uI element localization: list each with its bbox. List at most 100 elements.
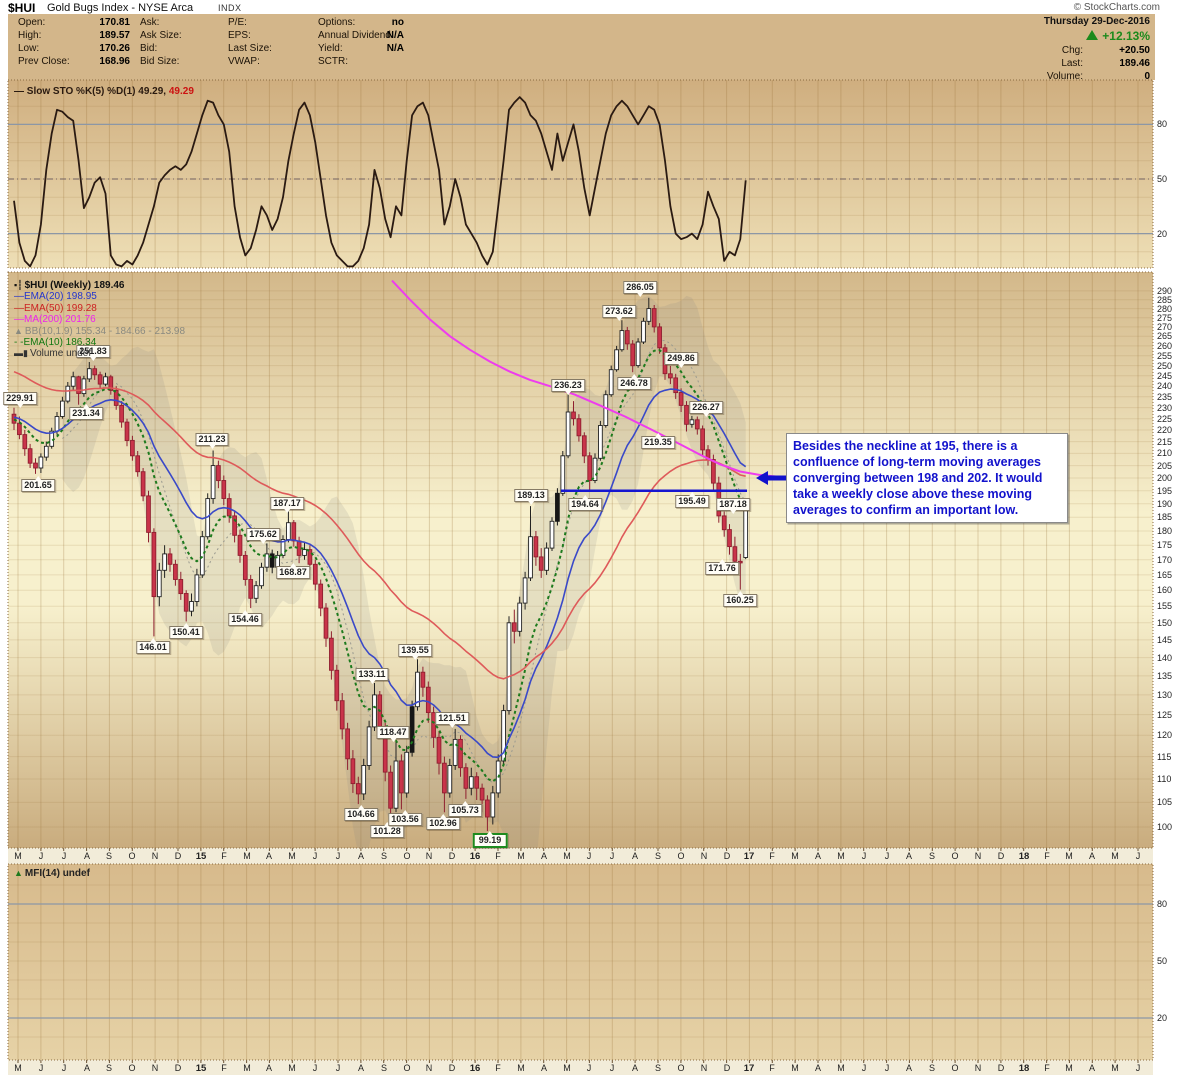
candle-body <box>92 368 98 376</box>
left-arrow-icon <box>756 471 768 485</box>
candle-body <box>555 492 560 522</box>
title-bar: $HUI Gold Bugs Index - NYSE Arca INDX © … <box>0 0 1200 15</box>
candle-body <box>463 767 469 789</box>
candle-body <box>619 330 625 351</box>
candle-body <box>565 411 571 457</box>
sto-indicator-label: — Slow STO %K(5) %D(1) 49.29, 49.29 <box>14 86 194 97</box>
candle-body <box>86 368 92 380</box>
candle-body <box>684 404 689 425</box>
candle-body <box>76 376 81 394</box>
quote-field-label: Open: <box>18 17 46 28</box>
candle-body <box>232 515 237 536</box>
candle-body <box>420 671 426 688</box>
quote-field-label: High: <box>18 30 42 41</box>
quote-right-label: Last: <box>1061 58 1083 69</box>
candle-body <box>97 374 103 385</box>
candle-body <box>452 738 458 766</box>
quote-field-value: N/A <box>386 30 404 41</box>
candle-body <box>334 669 340 702</box>
candle-body <box>183 593 189 612</box>
candle-body <box>323 607 329 639</box>
quote-field-label: Yield: <box>318 43 343 54</box>
quote-right-label: Volume: <box>1046 71 1083 82</box>
candle-body <box>630 343 636 367</box>
quote-field-value: 170.26 <box>99 43 130 54</box>
candle-body <box>264 553 270 568</box>
candle-body <box>156 569 162 598</box>
candle-body <box>624 330 630 345</box>
candle-body <box>641 320 646 343</box>
candle-body <box>576 418 582 437</box>
candle-body <box>544 547 549 571</box>
candle-body <box>259 566 264 587</box>
candle-body <box>269 553 275 568</box>
candle-body <box>33 462 38 469</box>
candle-body <box>646 308 652 322</box>
candle-body <box>511 622 517 632</box>
candle-body <box>635 341 641 367</box>
candle-body <box>447 765 453 794</box>
quote-field-label: P/E: <box>228 17 247 28</box>
candle-body <box>291 522 297 542</box>
candle-body <box>366 726 372 766</box>
candle-body <box>242 554 248 580</box>
candle-body <box>199 536 205 576</box>
candle-body <box>173 563 178 580</box>
quote-field-label: SCTR: <box>318 56 348 67</box>
legend-ema50: EMA(50) 199.28 <box>24 302 97 314</box>
candle-body <box>409 706 415 753</box>
candle-body <box>528 536 533 579</box>
candle-body <box>296 540 302 556</box>
candle-body <box>485 799 490 818</box>
analyst-annotation: Besides the neckline at 195, there is a … <box>786 433 1068 523</box>
quote-field-value: N/A <box>386 43 404 54</box>
candle-body <box>393 760 399 809</box>
candle-body <box>194 574 200 602</box>
candle-body <box>162 553 167 571</box>
candle-body <box>248 579 254 599</box>
candle-body <box>560 455 566 494</box>
candle-body <box>592 457 598 481</box>
candle-body <box>517 602 523 632</box>
candle-body <box>108 376 114 391</box>
quote-field-value: 170.81 <box>99 17 130 28</box>
candle-body <box>350 758 356 785</box>
legend-volume: Volume undef <box>29 348 92 360</box>
candle-body <box>135 455 141 473</box>
quote-field-label: VWAP: <box>228 56 260 67</box>
candle-body <box>318 583 324 609</box>
candle-body <box>253 585 259 599</box>
candle-body <box>216 465 221 482</box>
candle-body <box>399 760 404 794</box>
candle-body <box>721 515 727 531</box>
candle-body <box>549 520 555 549</box>
candle-body <box>140 471 146 497</box>
candle-body <box>538 556 544 571</box>
candle-body <box>130 439 135 457</box>
up-triangle-icon <box>1086 30 1099 40</box>
line-swatch-icon: — <box>14 314 24 326</box>
candle-body <box>501 710 506 762</box>
exchange-tag: INDX <box>218 3 242 13</box>
candle-body <box>81 378 87 395</box>
page-title: Gold Bugs Index - NYSE Arca <box>47 2 194 14</box>
line-swatch-icon: — <box>14 291 24 303</box>
band-icon: ▲ <box>14 325 23 336</box>
quote-date: Thursday 29-Dec-2016 <box>1043 16 1150 27</box>
quote-field-label: Bid Size: <box>140 56 180 67</box>
candle-body <box>608 369 614 396</box>
candle-body <box>65 385 71 402</box>
candle-body <box>151 531 157 598</box>
quote-panel: Thursday 29-Dec-2016 +12.13% Open: 170.81… <box>8 14 1155 82</box>
candle-body <box>533 536 539 558</box>
copyright-text: © StockCharts.com <box>1073 2 1160 13</box>
quote-field-label: Annual Dividend: <box>318 30 394 41</box>
candle-body <box>732 546 738 562</box>
quote-right-label: Chg: <box>1061 45 1083 56</box>
candle-body <box>436 736 442 764</box>
candle-body <box>372 694 377 728</box>
quote-field-value: no <box>391 17 404 28</box>
candle-body <box>22 434 28 450</box>
candle-body <box>237 534 243 556</box>
